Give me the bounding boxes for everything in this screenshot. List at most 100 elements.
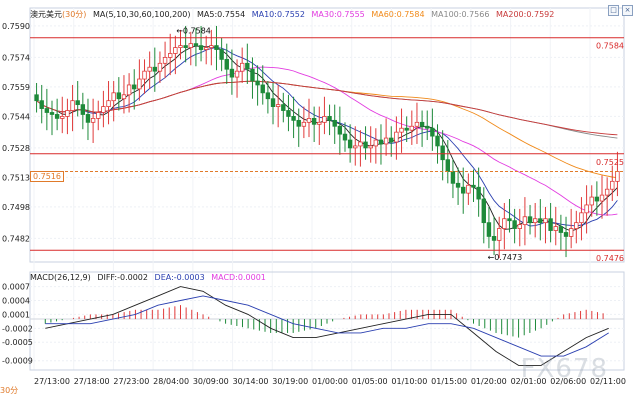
candle-body (306, 117, 312, 123)
candle-body (239, 62, 245, 72)
x-tick-label: 02/01:00 (511, 377, 547, 386)
candle-body (568, 228, 574, 237)
annotations: ←0.7584 ←0.7473 (176, 27, 522, 262)
candle-body (54, 114, 60, 119)
ma30-value: MA30:0.7555 (311, 10, 365, 19)
ma200-line (36, 80, 618, 136)
timeframe-label: (30分) (62, 10, 87, 19)
candle-body (260, 84, 265, 94)
candle-body (419, 121, 425, 127)
x-tick-label: 27/18:00 (74, 377, 110, 386)
candle-body (538, 218, 543, 224)
timeframe-tag: 30分 (0, 386, 19, 395)
candle-body (90, 117, 96, 123)
y-tick-label: 0.7544 (2, 112, 30, 121)
y-tick-label: 0.7574 (2, 53, 30, 62)
candle-body (101, 106, 106, 113)
dea-value: DEA:-0.0003 (154, 273, 205, 282)
ma60-value: MA60:0.7584 (371, 10, 425, 19)
candle-body (383, 137, 389, 145)
x-tick-label: 01/00:00 (312, 377, 348, 386)
candle-body (80, 104, 86, 115)
ma-params-label: MA(5,10,30,60,100,200) (92, 10, 191, 19)
close-icon[interactable]: × (622, 5, 633, 16)
candle-body (342, 133, 348, 141)
candle-body (193, 43, 199, 47)
y-tick-label: 0.7513 (2, 173, 30, 182)
ma100-value: MA100:0.7566 (431, 10, 490, 19)
candle-body (270, 98, 276, 107)
candle-body (579, 212, 584, 224)
candle-body (430, 127, 435, 137)
candle-body (404, 127, 409, 131)
x-tick-label: 27/13:00 (34, 377, 70, 386)
candle-body (502, 218, 507, 229)
moving-average-lines (36, 45, 618, 232)
candle-body (558, 226, 564, 233)
candle-body (481, 198, 486, 224)
diff-line (45, 286, 609, 366)
candle-body (198, 45, 204, 50)
candlestick-series (34, 25, 620, 259)
candle-body (450, 171, 456, 184)
diff-value: DIFF:-0.0002 (97, 273, 148, 282)
macd-lines (45, 286, 609, 366)
candle-body (275, 104, 281, 107)
candle-body (219, 49, 224, 60)
candle-body (265, 92, 271, 100)
x-tick-label: 28/04:00 (153, 377, 189, 386)
x-tick-label: 27/23:00 (113, 377, 149, 386)
candle-body (584, 204, 589, 214)
candle-body (445, 159, 450, 172)
candle-body (527, 216, 533, 224)
ma5-value: MA5:0.7554 (197, 10, 246, 19)
ma-legend: 澳元美元(30分) MA(5,10,30,60,100,200) MA5:0.7… (30, 9, 558, 20)
x-tick-label: 30/14:00 (233, 377, 269, 386)
candle-body (574, 222, 579, 229)
candle-body (522, 216, 528, 226)
candle-body (188, 43, 193, 48)
candle-body (532, 218, 538, 224)
candle-body (317, 121, 322, 125)
macd-y-tick-label: -0.0002 (2, 324, 33, 333)
x-axis-labels: 27/13:00 27/18:00 27/23:00 28/04:00 30/09:00… (34, 377, 626, 386)
macd-panel-frame (29, 271, 625, 371)
candle-body (486, 222, 492, 237)
candle-body (435, 135, 440, 147)
candle-body (347, 139, 353, 149)
ma5-line (36, 45, 618, 232)
candle-body (615, 171, 620, 182)
candle-body (389, 137, 394, 143)
candle-body (425, 125, 430, 129)
main-panel-frame (29, 7, 625, 263)
candle-body (60, 116, 65, 119)
candle-body (39, 100, 44, 109)
y-tick-label: 0.7590 (2, 22, 30, 31)
candle-body (414, 121, 420, 127)
candle-body (332, 119, 337, 127)
y-tick-label: 0.7498 (2, 203, 30, 212)
candle-body (322, 116, 327, 123)
candle-body (491, 236, 497, 241)
candle-body (34, 94, 39, 102)
candle-body (594, 196, 600, 202)
y-axis-labels: 0.7590 0.7574 0.7559 0.7544 0.7528 0.7513 0.74… (2, 22, 33, 366)
candle-body (147, 66, 152, 72)
candle-body (455, 182, 461, 188)
candle-body (214, 45, 219, 50)
candle-body (65, 110, 70, 117)
candle-body (162, 57, 168, 64)
macd-y-tick-label: -0.0005 (2, 338, 33, 347)
candle-body (132, 84, 137, 90)
candle-body (121, 94, 127, 100)
x-tick-label: 01/15:00 (431, 377, 467, 386)
candle-body (173, 47, 178, 54)
maximize-icon[interactable]: □ (608, 5, 619, 16)
candle-body (604, 188, 610, 196)
candle-body (234, 70, 240, 78)
candle-body (327, 116, 332, 121)
macd-legend: MACD(26,12,9) DIFF:-0.0002 DEA:-0.0003 M… (30, 273, 270, 282)
candle-body (75, 100, 80, 106)
candle-body (255, 80, 260, 86)
level-label: 0.7584 (596, 42, 624, 51)
